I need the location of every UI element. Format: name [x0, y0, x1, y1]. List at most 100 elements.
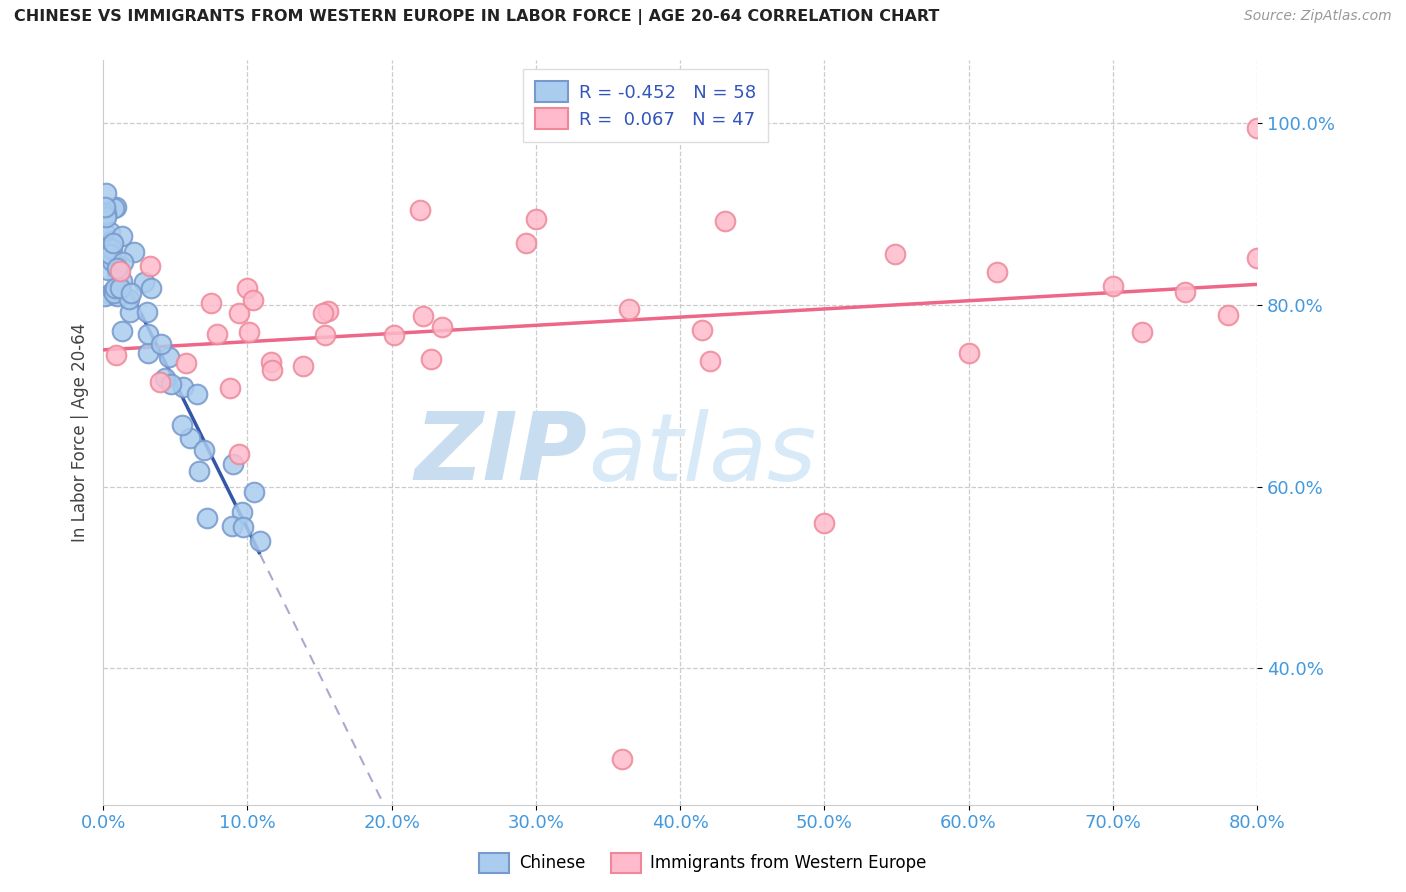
Point [813, 516, 835, 530]
Point [242, 293, 264, 308]
Text: CHINESE VS IMMIGRANTS FROM WESTERN EUROPE IN LABOR FORCE | AGE 20-64 CORRELATION: CHINESE VS IMMIGRANTS FROM WESTERN EUROP… [14, 9, 939, 25]
Point [134, 275, 156, 289]
Point [122, 244, 145, 259]
Point [412, 309, 434, 323]
Point [1361, 302, 1384, 317]
Point [136, 305, 159, 319]
Point [104, 256, 127, 270]
Point [409, 202, 432, 217]
Point [136, 345, 159, 359]
Point [108, 280, 131, 294]
Point [1347, 278, 1369, 293]
Point [179, 431, 201, 445]
Point [228, 447, 250, 461]
Point [174, 355, 197, 369]
Point [1246, 120, 1268, 135]
Point [153, 371, 176, 385]
Point [96, 263, 118, 277]
Point [105, 288, 128, 302]
Point [93, 200, 115, 214]
Legend: R = -0.452   N = 58, R =  0.067   N = 47: R = -0.452 N = 58, R = 0.067 N = 47 [523, 69, 768, 142]
Point [205, 327, 228, 342]
Point [221, 519, 243, 533]
Point [1289, 327, 1312, 342]
Point [118, 305, 141, 319]
Point [105, 260, 128, 275]
Point [515, 236, 537, 251]
Point [311, 306, 333, 320]
Point [149, 376, 172, 390]
Point [236, 281, 259, 295]
Point [238, 325, 260, 339]
Point [96, 246, 118, 260]
Point [690, 323, 713, 337]
Point [714, 214, 737, 228]
Point [249, 534, 271, 549]
Point [136, 326, 159, 341]
Point [260, 362, 283, 376]
Point [420, 352, 443, 367]
Point [160, 377, 183, 392]
Point [159, 350, 181, 364]
Point [1275, 285, 1298, 300]
Text: atlas: atlas [588, 409, 815, 500]
Point [200, 295, 222, 310]
Point [291, 359, 314, 373]
Point [98, 225, 121, 239]
Point [195, 511, 218, 525]
Point [105, 257, 128, 271]
Point [139, 281, 162, 295]
Point [314, 327, 336, 342]
Point [101, 235, 124, 250]
Point [612, 752, 634, 766]
Point [93, 289, 115, 303]
Point [172, 418, 194, 433]
Point [98, 246, 121, 260]
Point [111, 274, 134, 288]
Y-axis label: In Labor Force | Age 20-64: In Labor Force | Age 20-64 [72, 323, 89, 541]
Point [524, 211, 547, 226]
Point [101, 285, 124, 299]
Point [105, 200, 128, 214]
Point [1246, 251, 1268, 265]
Point [232, 520, 254, 534]
Point [222, 457, 245, 471]
Point [1130, 325, 1153, 339]
Text: Source: ZipAtlas.com: Source: ZipAtlas.com [1244, 9, 1392, 23]
Point [430, 319, 453, 334]
Text: ZIP: ZIP [415, 409, 588, 500]
Point [100, 234, 122, 248]
Point [188, 464, 211, 478]
Point [619, 302, 641, 317]
Point [149, 337, 172, 351]
Point [259, 354, 281, 368]
Point [193, 442, 215, 457]
Point [231, 505, 253, 519]
Point [228, 306, 250, 320]
Point [219, 381, 242, 395]
Point [1310, 116, 1333, 130]
Point [172, 379, 194, 393]
Point [100, 253, 122, 268]
Point [699, 354, 721, 368]
Point [384, 328, 406, 343]
Point [105, 268, 128, 282]
Point [108, 264, 131, 278]
Point [94, 210, 117, 224]
Point [103, 285, 125, 300]
Point [101, 242, 124, 256]
Point [98, 286, 121, 301]
Point [1174, 285, 1197, 300]
Point [94, 186, 117, 200]
Point [111, 229, 134, 244]
Point [986, 264, 1008, 278]
Point [1101, 279, 1123, 293]
Point [118, 292, 141, 306]
Point [1218, 308, 1240, 322]
Point [957, 346, 980, 360]
Point [97, 240, 120, 254]
Point [105, 348, 128, 362]
Point [103, 201, 125, 215]
Point [316, 304, 339, 318]
Point [139, 259, 162, 273]
